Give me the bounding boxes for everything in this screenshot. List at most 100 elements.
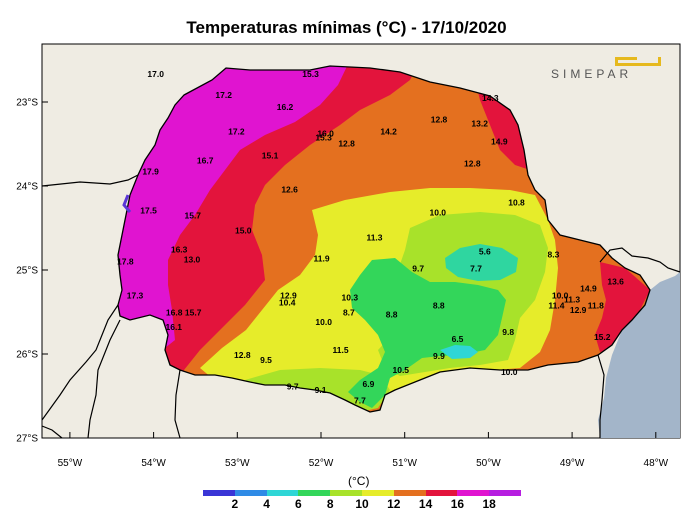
station-temperature: 9.7 (412, 263, 424, 273)
longitude-label: 55°W (58, 458, 83, 469)
station-temperature: 6.9 (363, 379, 375, 389)
legend-color-segment (361, 490, 394, 496)
station-temperature: 16.7 (197, 156, 214, 166)
station-temperature: 17.3 (127, 290, 144, 300)
station-temperature: 16.8 (166, 307, 183, 317)
station-temperature: 8.7 (343, 307, 355, 317)
station-temperature: 10.0 (501, 367, 518, 377)
station-temperature: 11.3 (564, 294, 580, 304)
simepar-logo: SIMEPAR (551, 55, 666, 83)
station-temperature: 17.2 (215, 90, 232, 100)
legend-tick-label: 10 (355, 497, 369, 511)
station-temperature: 8.8 (433, 300, 445, 310)
simepar-logo-text: SIMEPAR (551, 67, 633, 81)
latitude-label: 26°S (16, 350, 38, 361)
station-temperature: 10.3 (342, 292, 359, 302)
station-temperature: 11.3 (366, 232, 382, 242)
longitude-label: 49°W (560, 458, 585, 469)
station-temperature: 12.8 (234, 350, 251, 360)
station-temperature: 10.0 (315, 317, 332, 327)
station-temperature: 15.3 (302, 69, 319, 79)
border-paraguay-argentina (41, 304, 119, 421)
border-sao-paulo-coast (599, 247, 681, 273)
temperature-labels: 17.0 15.317.216.214.312.8 13.217.2 16.015.3… (117, 69, 624, 405)
station-temperature: 10.4 (279, 297, 296, 307)
legend-color-segment (298, 490, 331, 496)
station-temperature: 9.1 (315, 385, 327, 395)
station-temperature: 15.3 (315, 133, 332, 143)
station-temperature: 8.3 (548, 249, 560, 259)
station-temperature: 11.8 (588, 300, 604, 310)
longitude-label: 51°W (392, 458, 417, 469)
longitude-label: 52°W (309, 458, 334, 469)
legend-color-segment (330, 490, 362, 496)
station-temperature: 17.9 (142, 167, 159, 177)
legend-color-segment (425, 490, 458, 496)
station-temperature: 10.8 (508, 197, 525, 207)
station-temperature: 17.0 (147, 69, 164, 79)
station-temperature: 14.2 (380, 127, 397, 137)
border-argentina (87, 319, 121, 439)
station-temperature: 11.4 (548, 300, 564, 310)
legend-color-segment (457, 490, 490, 496)
station-temperature: 12.8 (431, 115, 448, 125)
station-temperature: 7.7 (470, 263, 482, 273)
longitude-label: 53°W (225, 458, 250, 469)
station-temperature: 7.7 (354, 395, 366, 405)
station-temperature: 10.0 (552, 290, 569, 300)
station-temperature: 11.9 (314, 253, 330, 263)
legend-tick-label: 4 (263, 497, 270, 511)
state-border (117, 65, 651, 413)
legend-tick-label: 12 (387, 497, 401, 511)
zone-red-coast (595, 262, 650, 352)
station-temperature: 12.9 (280, 290, 297, 300)
legend-color-segment (489, 490, 521, 496)
station-temperature: 5.6 (479, 246, 491, 256)
latitude-label: 24°S (16, 182, 38, 193)
station-temperature: 10.5 (392, 365, 409, 375)
station-temperature: 8.8 (386, 309, 398, 319)
station-temperature: 14.9 (491, 137, 508, 147)
legend-unit: (°C) (348, 474, 370, 488)
station-temperature: 15.2 (594, 332, 611, 342)
lake-west (122, 194, 132, 213)
station-temperature: 12.9 (570, 305, 587, 315)
border-santa-catarina-west (174, 369, 181, 439)
longitude-label: 50°W (476, 458, 501, 469)
latitude-labels: 23°S 24°S 25°S 26°S 27°S (16, 98, 48, 445)
legend-tick-label: 6 (295, 497, 302, 511)
temperature-zones (118, 66, 650, 412)
station-temperature: 16.1 (165, 322, 182, 332)
station-temperature: 15.0 (235, 225, 252, 235)
zone-teal (445, 244, 518, 281)
station-temperature: 9.5 (260, 355, 272, 365)
legend-color-segment (266, 490, 299, 496)
ocean (598, 258, 680, 438)
station-temperature: 13.6 (607, 276, 624, 286)
legend-tick-label: 16 (450, 497, 465, 511)
legend-tick-label: 18 (482, 497, 496, 511)
station-temperature: 16.2 (277, 102, 294, 112)
legend-ticks: 2 4 6 8 10 12 14 16 18 (203, 497, 521, 512)
station-temperature: 12.8 (338, 139, 355, 149)
legend-color-segment (393, 490, 426, 496)
station-temperature: 15.1 (262, 151, 279, 161)
station-temperature: 13.2 (471, 119, 488, 129)
station-temperature: 10.0 (429, 207, 446, 217)
latitude-label: 27°S (16, 434, 38, 445)
simepar-logo-mark-icon (615, 57, 661, 66)
station-temperature: 12.8 (464, 159, 481, 169)
station-temperature: 14.9 (580, 283, 597, 293)
legend-tick-label: 14 (418, 497, 433, 511)
station-temperature: 17.8 (117, 256, 134, 266)
coastline-south (597, 354, 605, 438)
longitude-label: 54°W (141, 458, 166, 469)
station-temperature: 13.0 (184, 254, 201, 264)
station-temperature: 16.3 (171, 244, 188, 254)
legend-tick-label: 8 (326, 497, 334, 511)
longitude-label: 48°W (644, 458, 669, 469)
zone-cyan (440, 345, 478, 359)
color-legend (203, 490, 521, 496)
